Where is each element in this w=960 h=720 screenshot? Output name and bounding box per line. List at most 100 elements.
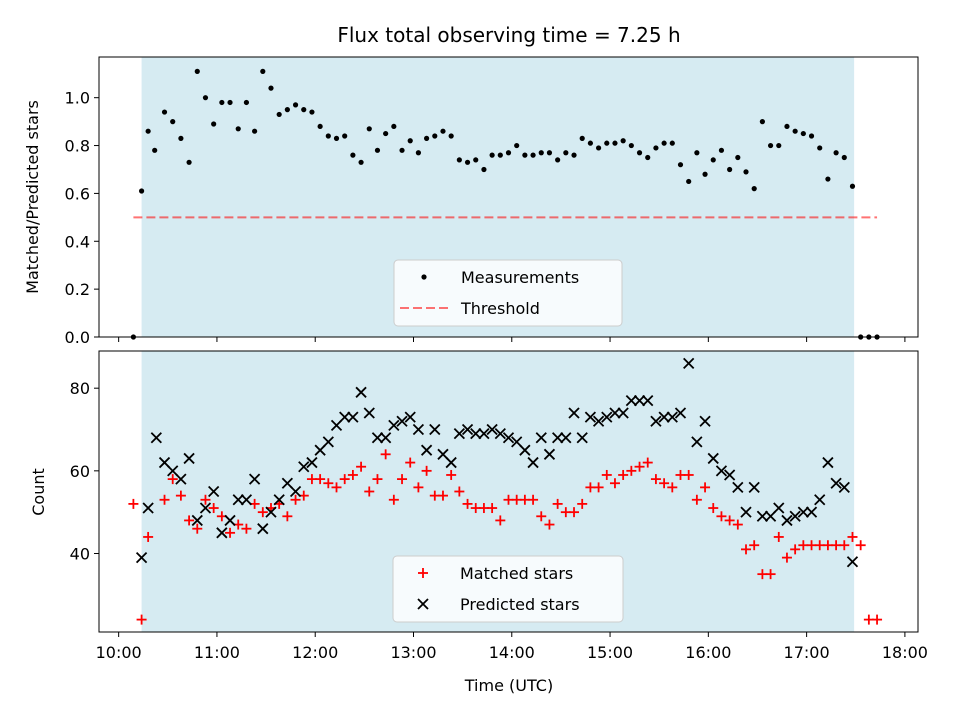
predicted-star-point: [715, 465, 728, 477]
matched-star-point: [552, 498, 563, 509]
top-y-tick-label: 0.8: [65, 137, 90, 156]
matched-star-point: [528, 494, 539, 505]
matched-star-point: [765, 569, 776, 580]
bottom-y-axis-label: Count: [29, 468, 48, 516]
predicted-star-point: [191, 514, 203, 527]
measurement-point: [202, 95, 209, 101]
matched-star-point: [454, 486, 465, 497]
matched-star-point: [372, 474, 383, 485]
bottom-legend-box: [392, 555, 624, 623]
predicted-star-point: [199, 502, 212, 514]
matched-star-point: [683, 469, 694, 480]
predicted-star-point: [388, 419, 400, 432]
measurement-point: [152, 147, 158, 153]
predicted-star-point: [756, 510, 769, 522]
measurement-point: [211, 121, 217, 127]
predicted-star-point: [470, 428, 482, 440]
measurement-point: [669, 140, 675, 146]
measurement-point: [186, 159, 192, 165]
predicted-star-point: [224, 514, 236, 527]
predicted-star-point: [666, 411, 678, 423]
predicted-star-point: [322, 436, 334, 448]
measurement-point: [432, 133, 438, 139]
measurement-point: [415, 150, 422, 156]
measurement-point: [677, 162, 684, 168]
matched-star-point: [659, 478, 670, 489]
matched-star-point: [790, 544, 801, 555]
measurement-point: [219, 99, 225, 106]
measurement-point: [481, 166, 487, 173]
predicted-star-point: [453, 428, 465, 440]
top-legend-box: [393, 259, 623, 327]
predicted-star-point: [347, 411, 359, 423]
measurement-point: [505, 150, 512, 156]
predicted-star-point: [723, 469, 736, 481]
matched-star-point: [569, 507, 580, 518]
matched-star-point: [700, 482, 711, 493]
matched-star-point: [536, 511, 547, 522]
predicted-star-point: [420, 444, 433, 456]
measurement-point: [743, 169, 749, 175]
matched-star-point: [626, 465, 637, 476]
matched-star-point: [290, 494, 301, 505]
predicted-star-point: [142, 502, 154, 514]
top-y-tick-label: 1.0: [65, 89, 90, 108]
measurement-point: [555, 157, 561, 163]
matched-star-point: [855, 540, 866, 551]
predicted-star-point: [396, 415, 408, 427]
x-tick-label: 14:00: [489, 643, 535, 662]
predicted-star-point: [183, 452, 195, 465]
predicted-star-point: [797, 506, 809, 518]
x-tick-label: 18:00: [882, 643, 928, 662]
x-tick-label: 12:00: [292, 643, 338, 662]
measurement-point: [841, 154, 847, 161]
bottom-legend-label: Matched stars: [460, 564, 573, 583]
matched-star-point: [364, 486, 375, 497]
measurement-point: [579, 135, 585, 141]
measurement-point: [161, 109, 168, 115]
measurement-point: [333, 135, 340, 141]
predicted-star-point: [642, 394, 654, 407]
predicted-star-point: [601, 411, 613, 423]
measurement-point: [489, 152, 495, 158]
top-y-tick-label: 0.6: [65, 184, 90, 203]
predicted-star-point: [412, 423, 425, 436]
predicted-star-point: [494, 428, 506, 440]
matched-star-point: [724, 515, 735, 526]
matched-star-point: [282, 511, 293, 522]
measurement-point: [407, 138, 413, 144]
x-tick-label: 13:00: [390, 643, 436, 662]
predicted-star-point: [265, 506, 277, 518]
matched-star-point: [175, 490, 186, 501]
measurement-point: [464, 159, 471, 165]
predicted-star-point: [339, 411, 351, 423]
matched-star-point: [749, 540, 760, 551]
measurement-point: [759, 119, 765, 125]
predicted-star-point: [232, 494, 244, 506]
bottom-plot-frame: [98, 350, 919, 633]
top-plot-frame: [98, 56, 919, 338]
matched-star-point: [397, 474, 408, 485]
top-y-tick-label: 0.0: [65, 328, 90, 347]
measurement-point: [514, 142, 520, 149]
measurement-point: [817, 145, 823, 151]
measurement-point: [546, 150, 553, 156]
matched-star-point: [315, 474, 326, 485]
matched-star-point: [741, 544, 752, 555]
matched-star-point: [487, 503, 498, 514]
bottom-y-tick-label: 40: [70, 544, 90, 563]
measurement-point: [497, 152, 503, 158]
matched-star-point: [128, 498, 139, 509]
matched-star-point: [773, 531, 784, 542]
top-panel: 0.0 0.2 0.4 0.6 0.8 1.0 Matched/Predicted sta…: [23, 56, 919, 347]
matched-star-point: [347, 469, 358, 480]
predicted-star-point: [502, 432, 515, 444]
measurement-point: [825, 176, 831, 182]
measurement-point: [227, 99, 233, 106]
predicted-star-point: [175, 473, 187, 485]
matched-star-point: [577, 498, 588, 509]
measurement-point: [317, 123, 323, 130]
x-tick-label: 11:00: [194, 643, 240, 662]
measurement-point: [399, 147, 405, 153]
